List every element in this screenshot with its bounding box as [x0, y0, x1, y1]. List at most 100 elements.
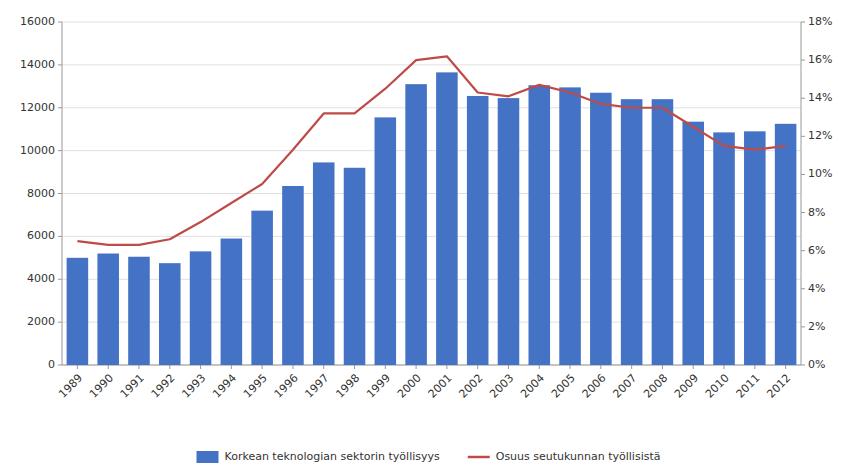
grid-line — [62, 22, 801, 23]
x-tick-label: 1992 — [149, 372, 178, 401]
legend-item: Korkean teknologian sektorin työllisyys — [197, 450, 440, 463]
bar — [405, 84, 427, 365]
x-tick-label: 2004 — [518, 372, 547, 401]
x-tick-label: 1995 — [241, 372, 270, 401]
y-tick-label: 6000 — [27, 229, 55, 242]
bar — [436, 72, 458, 365]
legend-swatch — [197, 451, 219, 463]
y-tick-label: 16000 — [20, 15, 55, 28]
x-tick-label: 2002 — [456, 372, 485, 401]
y-axis-line — [62, 22, 63, 365]
x-tick — [508, 365, 509, 369]
y2-tick — [801, 212, 805, 213]
legend-label: Osuus seutukunnan työllisistä — [496, 450, 661, 463]
y-tick — [58, 64, 62, 65]
bar — [498, 98, 520, 365]
y-tick-label: 14000 — [20, 58, 55, 71]
y2-tick-label: 4% — [808, 282, 825, 295]
y-tick — [58, 150, 62, 151]
y-tick-label: 4000 — [27, 272, 55, 285]
grid-line — [62, 64, 801, 65]
legend: Korkean teknologian sektorin työllisyys O… — [197, 450, 661, 463]
legend-label: Korkean teknologian sektorin työllisyys — [225, 450, 440, 463]
bar — [190, 251, 212, 365]
x-tick-label: 2003 — [487, 372, 516, 401]
x-tick — [724, 365, 725, 369]
x-tick-label: 2001 — [426, 372, 455, 401]
x-tick — [77, 365, 78, 369]
marks — [67, 56, 797, 365]
bar — [652, 99, 674, 365]
bar — [67, 258, 89, 365]
x-tick — [446, 365, 447, 369]
x-tick-label: 1997 — [303, 372, 332, 401]
x-tick-label: 2012 — [764, 372, 793, 401]
y2-tick — [801, 250, 805, 251]
x-tick-label: 2007 — [610, 372, 639, 401]
x-tick — [108, 365, 109, 369]
y-tick-label: 10000 — [20, 144, 55, 157]
chart: 02000400060008000100001200014000160000%2… — [0, 0, 857, 473]
x-tick-label: 1993 — [179, 372, 208, 401]
grid-line — [62, 107, 801, 108]
y2-tick-label: 16% — [808, 53, 832, 66]
y-tick-label: 2000 — [27, 315, 55, 328]
y2-tick — [801, 365, 805, 366]
x-tick — [138, 365, 139, 369]
x-tick-label: 1994 — [210, 372, 239, 401]
y2-tick-label: 12% — [808, 129, 832, 142]
bar — [128, 257, 150, 365]
legend-swatch — [468, 456, 490, 459]
x-tick — [200, 365, 201, 369]
bar — [282, 186, 304, 365]
y2-tick-label: 18% — [808, 15, 832, 28]
axes: 02000400060008000100001200014000160000%2… — [20, 15, 832, 401]
bar — [682, 122, 704, 365]
x-tick-label: 2005 — [549, 372, 578, 401]
x-tick-label: 2000 — [395, 372, 424, 401]
y2-tick — [801, 174, 805, 175]
x-tick — [323, 365, 324, 369]
x-tick — [169, 365, 170, 369]
x-tick — [477, 365, 478, 369]
x-tick — [754, 365, 755, 369]
x-tick-label: 1998 — [333, 372, 362, 401]
y-tick — [58, 365, 62, 366]
bar — [251, 211, 273, 365]
y-tick-label: 12000 — [20, 101, 55, 114]
y2-tick-label: 0% — [808, 358, 825, 371]
x-tick-label: 1990 — [87, 372, 116, 401]
x-tick — [570, 365, 571, 369]
x-tick-label: 2010 — [703, 372, 732, 401]
x-tick — [631, 365, 632, 369]
x-tick — [385, 365, 386, 369]
x-tick-label: 1991 — [118, 372, 147, 401]
line — [77, 56, 785, 245]
y2-tick — [801, 22, 805, 23]
bar — [467, 96, 489, 365]
legend-item: Osuus seutukunnan työllisistä — [468, 450, 661, 463]
x-tick-label: 2009 — [672, 372, 701, 401]
x-tick-label: 1989 — [56, 372, 85, 401]
y2-tick-label: 8% — [808, 206, 825, 219]
y2-tick — [801, 60, 805, 61]
bar — [313, 162, 335, 365]
bar — [559, 87, 581, 365]
x-tick — [693, 365, 694, 369]
x-tick — [539, 365, 540, 369]
y-tick-label: 0 — [48, 358, 55, 371]
bar — [590, 93, 612, 365]
x-tick-label: 2008 — [641, 372, 670, 401]
bar — [775, 124, 797, 365]
x-tick — [262, 365, 263, 369]
bar — [621, 99, 643, 365]
grid — [62, 22, 801, 365]
y2-tick-label: 10% — [808, 167, 832, 180]
x-tick — [354, 365, 355, 369]
y-tick — [58, 279, 62, 280]
bar — [221, 239, 243, 365]
x-tick — [662, 365, 663, 369]
x-tick — [600, 365, 601, 369]
x-tick — [292, 365, 293, 369]
bar — [744, 131, 766, 365]
